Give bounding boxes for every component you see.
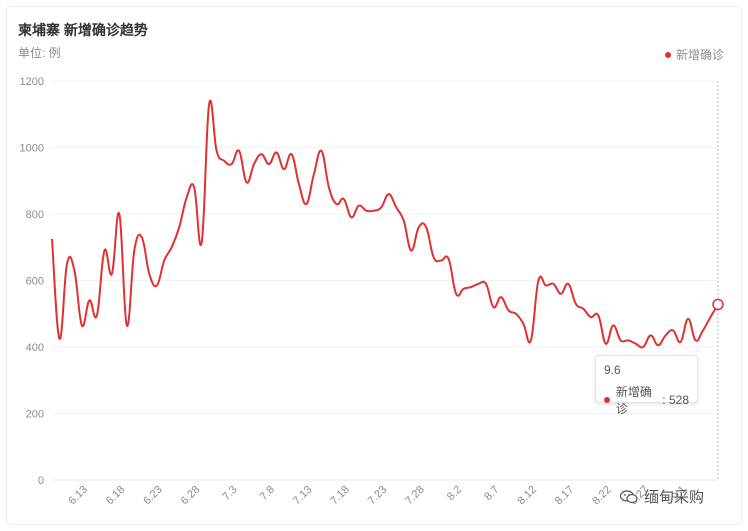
- y-tick-label: 400: [26, 342, 44, 354]
- legend-marker: [664, 51, 671, 58]
- y-tick-label: 1200: [20, 76, 44, 88]
- x-tick-label: 7.18: [328, 484, 352, 508]
- x-tick-label: 6.28: [179, 484, 203, 508]
- x-tick-label: 8.12: [515, 484, 539, 508]
- chart-title: 柬埔寨 新增确诊趋势: [18, 22, 148, 38]
- x-tick-label: 7.23: [366, 484, 390, 508]
- tooltip-marker: [604, 397, 610, 403]
- x-tick-label: 7.8: [258, 484, 277, 503]
- watermark: 缅甸采购: [620, 486, 704, 507]
- legend-label: 新增确诊: [675, 48, 724, 62]
- x-tick-label: 6.23: [141, 484, 165, 508]
- x-tick-label: 8.2: [445, 484, 464, 503]
- hover-point-marker[interactable]: [712, 298, 724, 311]
- x-tick-label: 7.28: [403, 484, 427, 508]
- x-tick-label: 8.22: [590, 484, 614, 508]
- series-line-new-cases: [51, 99, 719, 349]
- tooltip-date: 9.6: [604, 363, 621, 377]
- y-tick-label: 200: [26, 409, 44, 421]
- tooltip-value: 528: [668, 393, 689, 407]
- watermark-text: 缅甸采购: [644, 489, 705, 506]
- grid-lines: [52, 80, 718, 481]
- tooltip-series-label: 新增确诊: [615, 385, 652, 416]
- tooltip-separator: :: [662, 393, 669, 407]
- tooltip: 9.6 新增确诊 : 528: [595, 355, 698, 416]
- tooltip-row: 新增确诊 : 528: [604, 383, 689, 417]
- x-tick-label: 7.3: [220, 484, 239, 503]
- legend[interactable]: 新增确诊: [664, 46, 724, 63]
- y-tick-label: 0: [38, 475, 44, 487]
- x-tick-label: 6.13: [66, 484, 90, 508]
- y-tick-label: 1000: [20, 143, 44, 155]
- y-tick-label: 600: [26, 276, 44, 288]
- x-tick-label: 6.18: [104, 484, 128, 508]
- x-axis-ticks: 6.13 6.18 6.23 6.28 7.3 7.8 7.13 7.18 7.23 7.28 8.…: [66, 484, 688, 508]
- unit-label: 单位: 例: [18, 46, 61, 60]
- wechat-icon: [620, 489, 638, 503]
- y-tick-label: 800: [26, 209, 44, 221]
- x-tick-label: 8.7: [482, 484, 501, 503]
- x-tick-label: 8.17: [553, 484, 577, 508]
- y-axis-ticks: 0 200 400 600 800 1000 1200: [20, 76, 44, 487]
- chart-card: [6, 6, 742, 525]
- x-tick-label: 7.13: [291, 484, 315, 508]
